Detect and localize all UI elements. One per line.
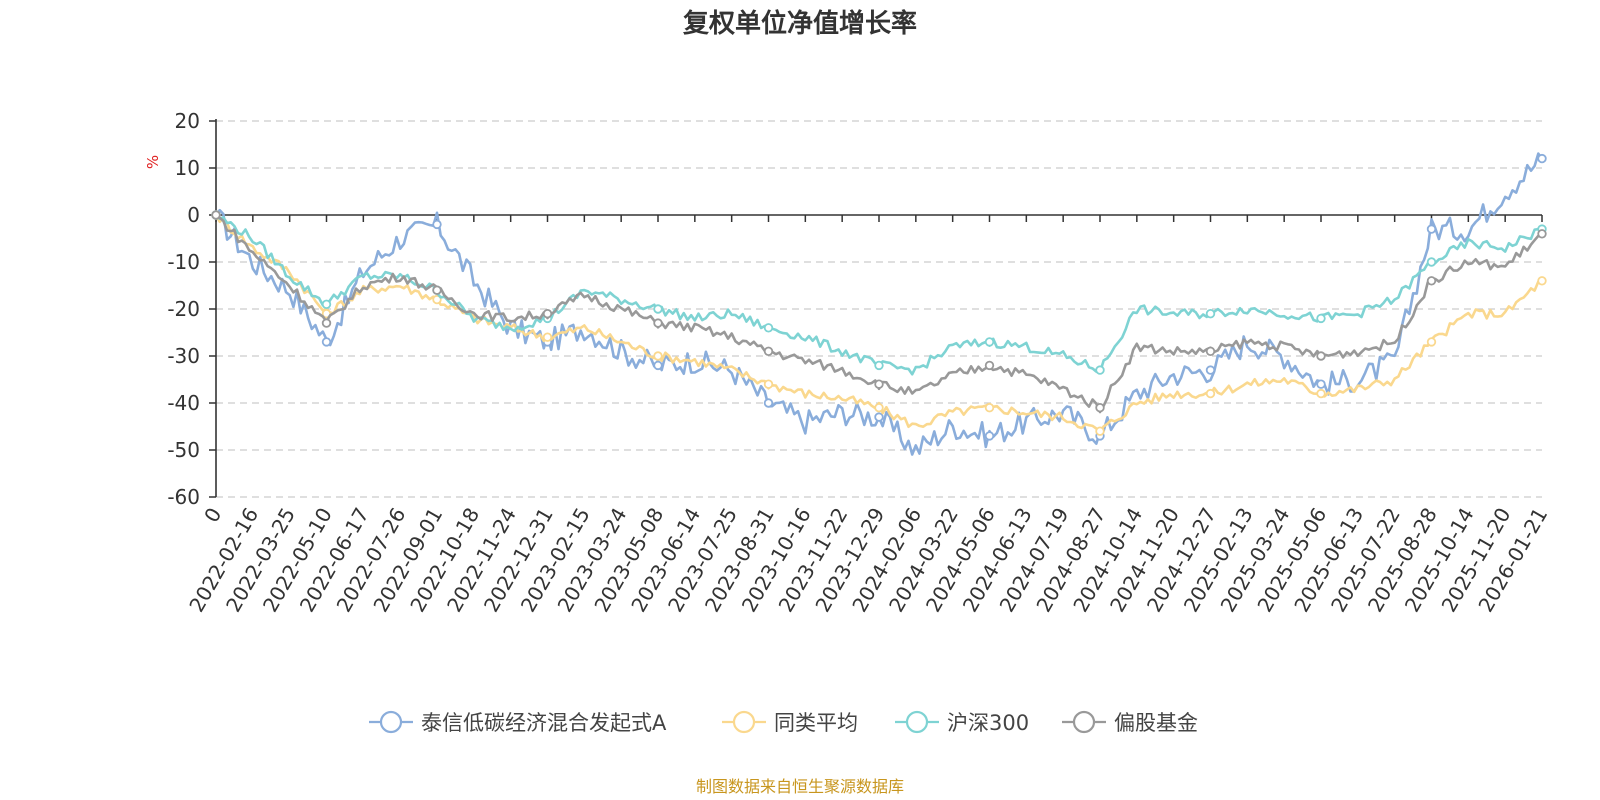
legend-item[interactable]: 同类平均 [722,710,858,735]
series-marker [874,360,884,371]
series-marker [1426,337,1437,347]
series-marker [321,337,332,347]
series-marker [432,219,442,230]
series-marker [984,431,995,441]
series-marker [984,403,995,413]
series-marker [542,309,553,319]
series-marker [653,351,663,361]
y-tick-label: 20 [175,109,200,133]
series-marker [1095,365,1105,375]
series-marker [432,285,442,295]
series-marker [1537,276,1547,286]
series-marker [321,318,332,328]
series-marker [984,337,995,347]
legend[interactable]: 泰信低碳经济混合发起式A 同类平均 沪深300 偏股基金 [369,710,1198,735]
series-marker [1426,257,1437,267]
series-marker [321,299,332,309]
series-marker [432,294,442,305]
series-marker [211,210,221,220]
y-tick-label: -10 [167,250,200,274]
series-marker [1426,276,1437,286]
series-marker [1095,426,1105,436]
y-axis-unit-label: % [144,155,162,169]
series-marker [1205,346,1216,356]
legend-label: 偏股基金 [1114,711,1198,735]
series-marker [1316,313,1326,324]
legend-item[interactable]: 泰信低碳经济混合发起式A [369,710,667,735]
legend-marker [732,710,756,734]
series-marker [1095,403,1105,413]
y-tick-label: -30 [167,344,200,368]
y-tick-label: -60 [167,485,200,509]
series-marker [874,412,884,422]
x-tick-label: 0 [199,504,226,527]
legend-label: 沪深300 [947,711,1029,735]
legend-item[interactable]: 偏股基金 [1062,710,1198,735]
series-marker [653,318,663,328]
legend-label: 泰信低碳经济混合发起式A [421,711,667,735]
chart-title: 复权单位净值增长率 [683,8,917,39]
y-tick-label: 10 [175,156,200,180]
series-marker [763,323,774,333]
series-marker [874,403,884,413]
y-tick-label: -40 [167,391,200,415]
legend-label: 同类平均 [774,711,858,735]
series-marker [1205,388,1216,399]
legend-item[interactable]: 沪深300 [895,710,1029,735]
series-marker [1426,224,1437,234]
series-marker [1205,365,1216,375]
y-tick-label: -20 [167,297,200,321]
y-tick-label: -50 [167,438,200,462]
series-marker [653,304,663,314]
series-marker [1205,309,1216,319]
series-marker [874,379,884,389]
series-marker [984,360,995,371]
series-marker [1316,388,1326,399]
series-marker [763,379,774,389]
series-marker [1537,229,1547,239]
source-note: 制图数据来自恒生聚源数据库 [696,777,904,796]
series-marker [763,346,774,356]
grid-lines [216,120,1542,498]
legend-marker [905,710,929,734]
legend-marker [1072,710,1096,734]
series-line [215,214,1542,376]
series-marker [1316,351,1326,361]
series-marker [763,398,774,408]
y-tick-label: 0 [187,203,200,227]
series-line [214,214,1543,433]
series-marker [1316,379,1326,389]
series-lines [211,152,1547,456]
legend-marker [379,710,403,734]
series-marker [653,360,663,371]
series-marker [542,332,553,342]
series-marker [1537,153,1547,164]
